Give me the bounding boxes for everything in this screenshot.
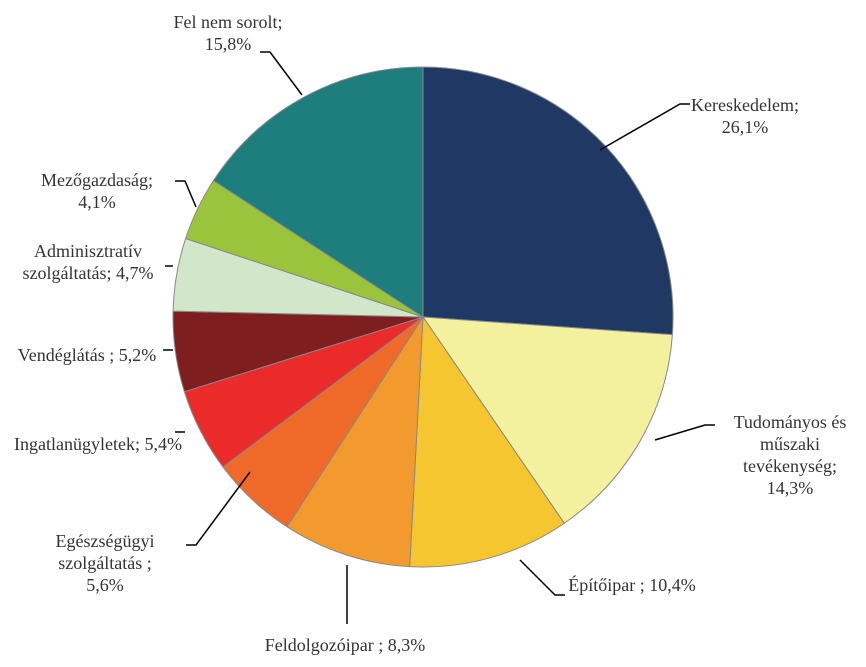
slice-label: Adminisztratív szolgáltatás; 4,7% bbox=[1, 240, 176, 284]
leader-line bbox=[260, 51, 303, 96]
value-label: 8,3% bbox=[387, 635, 426, 655]
value-label: 15,8% bbox=[204, 34, 252, 54]
leader-line bbox=[175, 180, 197, 208]
slice-label: Feldolgozóipar ; 8,3% bbox=[255, 634, 435, 656]
value-label: 26,1% bbox=[721, 117, 769, 137]
slice-label: Tudományos és műszaki tevékenység; 14,3% bbox=[720, 411, 860, 499]
category-label: Adminisztratív szolgáltatás; bbox=[22, 241, 142, 283]
slice-label: Kereskedelem; 26,1% bbox=[675, 94, 815, 138]
pie-slice bbox=[422, 316, 673, 524]
pie-slice bbox=[422, 66, 674, 336]
slice-label: Ingatlanügyletek; 5,4% bbox=[13, 433, 183, 455]
value-label: 5,4% bbox=[144, 434, 182, 454]
slice-label: Egészségügyi szolgáltatás ; 5,6% bbox=[40, 530, 170, 596]
leader-line bbox=[599, 103, 690, 151]
category-label: Kereskedelem; bbox=[691, 95, 799, 115]
pie-slice bbox=[409, 315, 565, 568]
slice-label: Mezőgazdaság; 4,1% bbox=[22, 169, 172, 213]
value-label: 14,3% bbox=[766, 478, 814, 498]
category-label: Építőipar ; bbox=[568, 575, 645, 595]
category-label: Egészségügyi szolgáltatás ; bbox=[55, 531, 155, 573]
value-label: 5,2% bbox=[118, 345, 157, 365]
value-label: 10,4% bbox=[649, 575, 696, 595]
category-label: Fel nem sorolt; bbox=[173, 12, 283, 32]
value-label: 4,7% bbox=[115, 263, 154, 283]
category-label: Mezőgazdaság; bbox=[41, 170, 153, 190]
slice-label: Fel nem sorolt; 15,8% bbox=[153, 11, 303, 55]
value-label: 5,6% bbox=[86, 575, 124, 595]
leader-line bbox=[519, 559, 565, 596]
category-label: Ingatlanügyletek; bbox=[14, 434, 140, 454]
leader-line bbox=[186, 471, 251, 546]
pie-slice bbox=[286, 315, 424, 568]
category-label: Vendéglátás ; bbox=[17, 345, 115, 365]
category-label: Feldolgozóipar ; bbox=[264, 635, 384, 655]
leader-line bbox=[654, 424, 715, 441]
slice-label: Vendéglátás ; 5,2% bbox=[17, 344, 157, 366]
category-label: Tudományos és műszaki tevékenység; bbox=[733, 412, 847, 476]
value-label: 4,1% bbox=[78, 192, 116, 212]
slice-label: Építőipar ; 10,4% bbox=[542, 574, 722, 596]
pie-slice bbox=[212, 66, 424, 318]
